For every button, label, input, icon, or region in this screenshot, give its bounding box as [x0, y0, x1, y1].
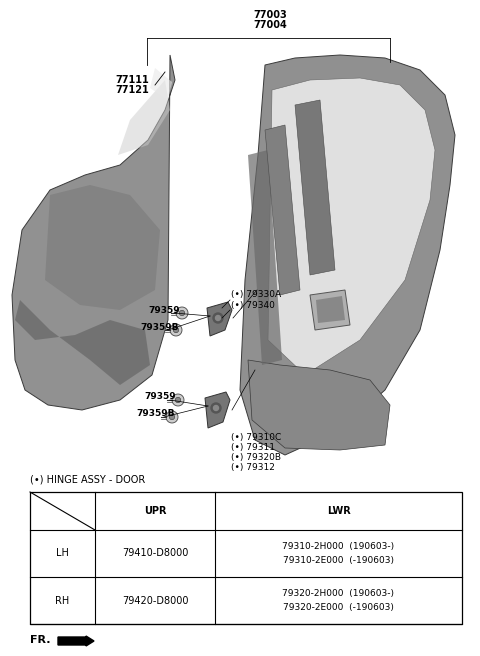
Text: 77111: 77111 — [115, 75, 149, 85]
Circle shape — [176, 307, 188, 319]
Circle shape — [173, 327, 179, 333]
Polygon shape — [45, 185, 160, 310]
Polygon shape — [295, 100, 335, 275]
Text: (•) 79340: (•) 79340 — [231, 301, 275, 310]
Circle shape — [214, 405, 218, 411]
Bar — [30, 492, 462, 624]
Polygon shape — [240, 55, 455, 455]
Polygon shape — [248, 150, 282, 365]
Text: LH: LH — [56, 548, 69, 558]
Polygon shape — [205, 392, 230, 428]
Text: 79410-D8000: 79410-D8000 — [122, 548, 188, 558]
Text: 79359: 79359 — [148, 306, 180, 315]
Text: 77003: 77003 — [253, 10, 287, 20]
Text: 79320-2E000  (-190603): 79320-2E000 (-190603) — [283, 603, 394, 612]
Polygon shape — [268, 78, 435, 375]
Text: (•) 79310C: (•) 79310C — [231, 433, 281, 442]
Text: 77121: 77121 — [115, 85, 149, 95]
Polygon shape — [265, 125, 300, 295]
Text: 79359B: 79359B — [140, 323, 179, 332]
Circle shape — [213, 313, 223, 323]
Circle shape — [170, 324, 182, 336]
Polygon shape — [12, 55, 175, 410]
Circle shape — [169, 415, 175, 420]
Text: 79320-2H000  (190603-): 79320-2H000 (190603-) — [283, 589, 395, 598]
Circle shape — [166, 411, 178, 423]
Polygon shape — [150, 68, 172, 100]
Circle shape — [180, 310, 185, 316]
Text: 79310-2H000  (190603-): 79310-2H000 (190603-) — [282, 542, 395, 551]
Text: UPR: UPR — [144, 506, 166, 516]
Text: 77004: 77004 — [253, 20, 287, 30]
Polygon shape — [207, 302, 232, 336]
Text: (•) HINGE ASSY - DOOR: (•) HINGE ASSY - DOOR — [30, 474, 145, 484]
Text: (•) 79312: (•) 79312 — [231, 463, 275, 472]
Polygon shape — [118, 80, 170, 155]
Text: (•) 79330A: (•) 79330A — [231, 290, 281, 299]
Polygon shape — [316, 296, 345, 323]
Text: (•) 79320B: (•) 79320B — [231, 453, 281, 462]
Text: 79310-2E000  (-190603): 79310-2E000 (-190603) — [283, 556, 394, 565]
Circle shape — [175, 398, 180, 403]
Text: RH: RH — [55, 596, 70, 605]
Polygon shape — [15, 300, 150, 385]
Text: (•) 79311: (•) 79311 — [231, 443, 275, 452]
Polygon shape — [310, 290, 350, 330]
Text: 79420-D8000: 79420-D8000 — [122, 596, 188, 605]
Text: FR.: FR. — [30, 635, 50, 645]
Polygon shape — [248, 360, 390, 450]
Text: LWR: LWR — [326, 506, 350, 516]
Text: 79359: 79359 — [144, 392, 176, 401]
Circle shape — [211, 403, 221, 413]
FancyArrow shape — [58, 636, 94, 646]
Circle shape — [172, 394, 184, 406]
Circle shape — [216, 316, 220, 321]
Text: 79359B: 79359B — [136, 409, 175, 418]
